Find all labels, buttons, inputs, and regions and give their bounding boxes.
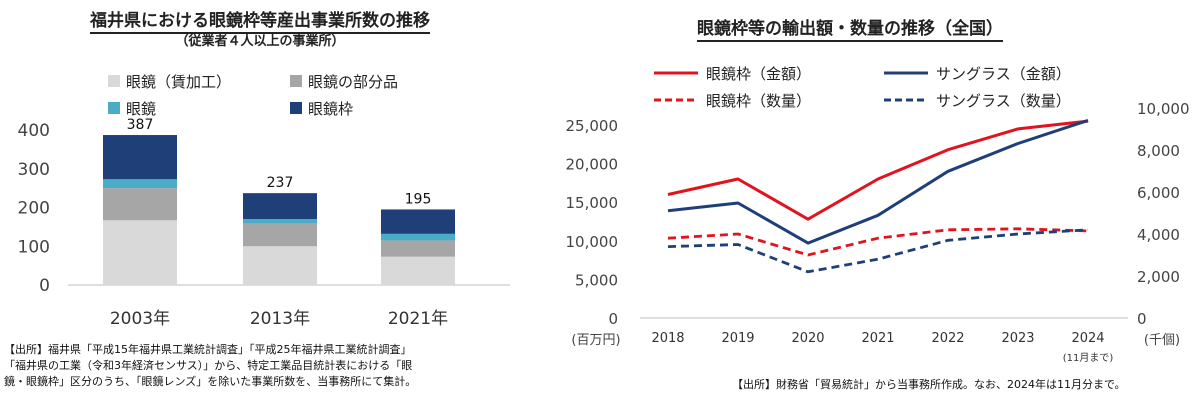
x-tick-label: 2020 (791, 331, 824, 346)
right-y-tick-label: 6,000 (1137, 184, 1180, 202)
bar-segment (243, 223, 317, 247)
x-tick-note: (11月まで) (1063, 352, 1114, 364)
right-y-tick-label: 2,000 (1137, 268, 1180, 286)
right-source-note: 【出所】財務省「貿易統計」から当事務所作成。なお、2024年は11月分まで。 (732, 378, 1126, 391)
legend-label: 眼鏡枠 (308, 100, 353, 118)
bar-segment (103, 220, 177, 285)
bar-segment (381, 256, 455, 285)
left-y-tick-label: 0 (608, 310, 618, 328)
left-y-tick-label: 25,000 (566, 117, 619, 135)
x-tick-label: 2023 (1001, 331, 1034, 346)
series-line (667, 228, 1089, 274)
left-y-tick-label: 15,000 (566, 194, 619, 212)
y-tick-label: 0 (39, 276, 50, 296)
right-y-tick-label: 0 (1137, 310, 1147, 328)
bar-segment (381, 209, 455, 234)
x-tick-label: 2019 (721, 331, 754, 346)
bar-segment (381, 240, 455, 257)
left-source-line: 鏡・眼鏡枠」区分のうち、「眼鏡レンズ」を除いた事業所数を、当事務所にて集計。 (4, 375, 417, 388)
x-tick-label: 2024 (1071, 331, 1104, 346)
y-tick-label: 100 (18, 237, 50, 257)
bar-total-label: 237 (267, 175, 294, 191)
right-panel: 眼鏡枠等の輸出額・数量の推移（全国） 0 5,000 10,000 15,000 20,… (520, 0, 1200, 400)
bar-total-label: 195 (405, 191, 432, 207)
y-tick-label: 300 (18, 160, 50, 180)
legend-swatch (108, 102, 120, 114)
left-y-tick-label: 20,000 (566, 156, 619, 174)
left-chart-subtitle: （従業者４人以上の事業所） (175, 34, 345, 49)
x-tick-label: 2021年 (388, 309, 448, 329)
legend-swatch (108, 75, 120, 87)
bar-segment (103, 135, 177, 180)
left-axis-unit: (百万円) (571, 333, 620, 348)
legend-swatch (290, 75, 302, 87)
y-tick-label: 200 (18, 199, 50, 219)
y-tick-label: 400 (18, 121, 50, 141)
series-line (667, 119, 1089, 221)
bar-segment (103, 179, 177, 189)
legend-label: 眼鏡 (126, 100, 156, 118)
left-panel: 福井県における眼鏡枠等産出事業所数の推移 （従業者４人以上の事業所） 0 100 2… (0, 0, 520, 400)
series-line (667, 118, 1089, 245)
x-tick-label: 2003年 (110, 309, 170, 329)
legend-label: サングラス（金額） (936, 65, 1071, 83)
legend-swatch (290, 102, 302, 114)
left-y-tick-label: 10,000 (566, 233, 619, 251)
bar-segment (243, 219, 317, 224)
right-y-tick-label: 8,000 (1137, 142, 1180, 160)
right-chart-title: 眼鏡枠等の輸出額・数量の推移（全国） (640, 14, 1060, 42)
left-source-note: 【出所】福井県「平成15年福井県工業統計調査」「平成25年福井県工業統計調査」 … (4, 342, 516, 390)
series-line (667, 227, 1089, 257)
bar-total-label: 387 (127, 117, 154, 133)
bar-segment (243, 193, 317, 220)
x-tick-label: 2013年 (250, 309, 310, 329)
left-y-tick-label: 5,000 (575, 271, 618, 289)
right-y-tick-label: 4,000 (1137, 226, 1180, 244)
left-chart-title: 福井県における眼鏡枠等産出事業所数の推移 (0, 6, 520, 34)
bar-chart: 0 100 200 300 400 387 2003年 237 2013年 195 2021年 眼鏡（… (18, 73, 510, 329)
legend-label: サングラス（数量） (936, 92, 1071, 110)
legend-label: 眼鏡（賃加工） (126, 73, 231, 91)
x-tick-label: 2021 (861, 331, 894, 346)
right-y-tick-label: 10,000 (1137, 100, 1190, 118)
left-source-line: 【出所】福井県「平成15年福井県工業統計調査」「平成25年福井県工業統計調査」 (4, 343, 412, 356)
x-tick-label: 2022 (931, 331, 964, 346)
bar-segment (243, 246, 317, 285)
bar-segment (103, 188, 177, 221)
right-axis-unit: (千個) (1144, 333, 1180, 348)
legend-label: 眼鏡の部分品 (308, 73, 398, 91)
line-chart: 0 5,000 10,000 15,000 20,000 25,000 0 2,000 4,00… (566, 65, 1190, 364)
bar-segment (381, 233, 455, 241)
x-tick-label: 2018 (651, 331, 684, 346)
left-source-line: 「福井県の工業（令和3年経済センサス）」から、特定工業品目統計表における「眼 (4, 359, 413, 372)
legend-label: 眼鏡枠（金額） (706, 65, 811, 83)
legend-label: 眼鏡枠（数量） (706, 92, 811, 110)
